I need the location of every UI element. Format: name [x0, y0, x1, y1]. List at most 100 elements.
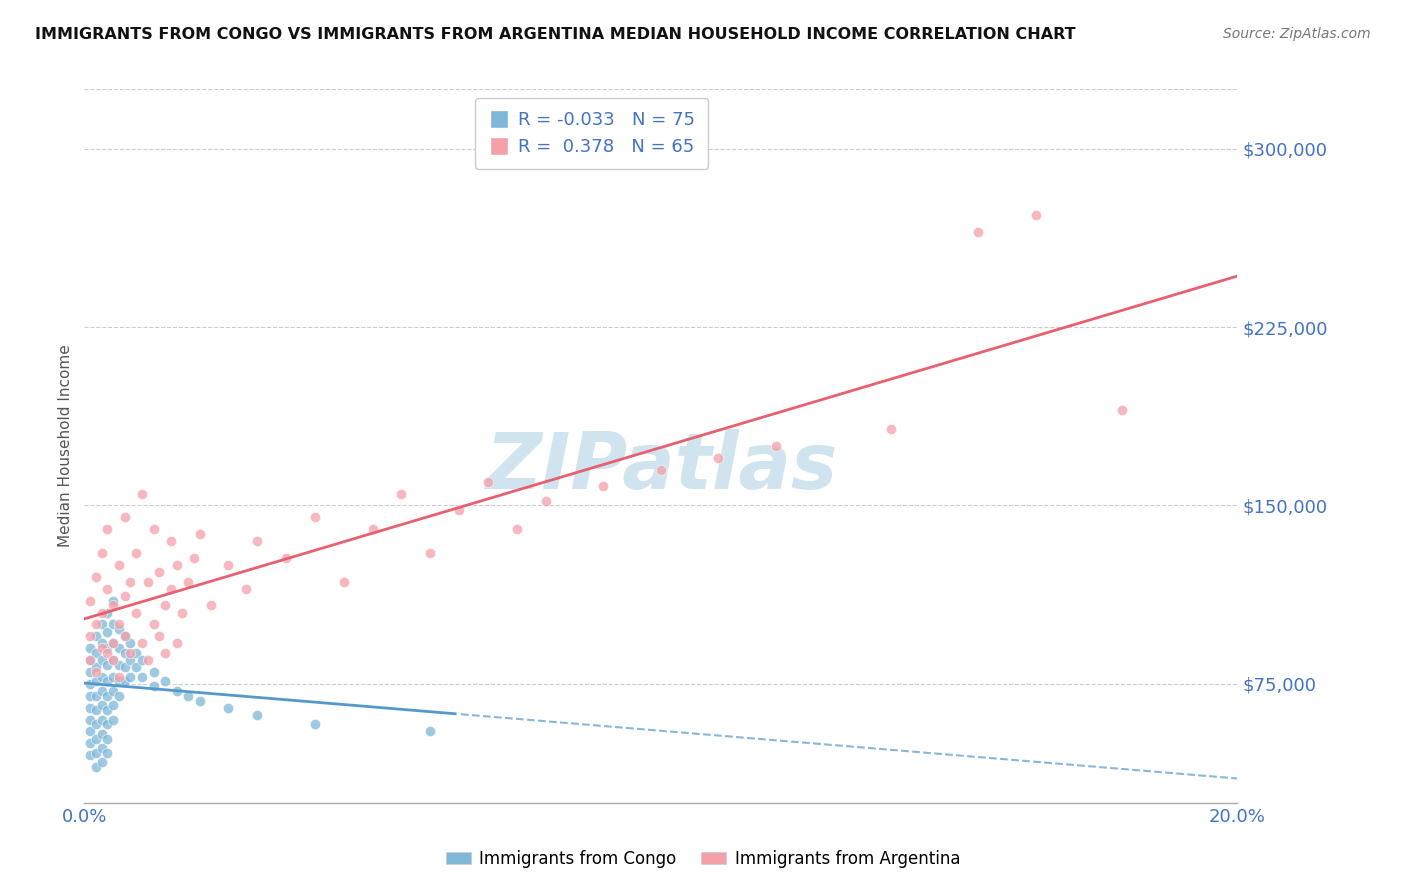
Point [103, 636, 124, 650]
Point [218, 700, 240, 714]
Point [246, 707, 269, 722]
Point [84, 646, 107, 660]
Point [148, 629, 170, 643]
Point [142, 617, 165, 632]
Point [153, 599, 176, 613]
Point [90, 698, 112, 713]
Point [304, 717, 326, 731]
Point [103, 670, 124, 684]
Point [96, 522, 118, 536]
Point [90, 727, 112, 741]
Point [120, 646, 142, 660]
Point [967, 225, 990, 239]
Point [131, 653, 153, 667]
Point [188, 693, 211, 707]
Point [79, 653, 101, 667]
Point [125, 646, 148, 660]
Point [79, 677, 101, 691]
Point [96, 641, 118, 656]
Point [84, 674, 107, 689]
Point [200, 599, 222, 613]
Point [79, 641, 101, 656]
Point [79, 700, 101, 714]
Point [96, 624, 118, 639]
Point [419, 546, 441, 560]
Point [84, 731, 107, 746]
Point [534, 493, 557, 508]
Point [79, 593, 101, 607]
Point [477, 475, 499, 489]
Point [235, 582, 257, 596]
Point [419, 724, 441, 739]
Point [153, 674, 176, 689]
Point [90, 670, 112, 684]
Point [506, 522, 529, 536]
Point [333, 574, 356, 589]
Point [125, 606, 148, 620]
Point [218, 558, 240, 572]
Point [90, 606, 112, 620]
Point [166, 684, 188, 698]
Point [166, 558, 188, 572]
Point [114, 674, 136, 689]
Point [114, 646, 136, 660]
Point [90, 741, 112, 756]
Point [160, 582, 183, 596]
Point [592, 479, 614, 493]
Point [84, 660, 107, 674]
Point [96, 606, 118, 620]
Point [108, 622, 131, 636]
Legend: R = -0.033   N = 75, R =  0.378   N = 65: R = -0.033 N = 75, R = 0.378 N = 65 [475, 98, 709, 169]
Point [120, 636, 142, 650]
Point [103, 636, 124, 650]
Point [103, 653, 124, 667]
Point [172, 606, 194, 620]
Point [84, 617, 107, 632]
Point [79, 653, 101, 667]
Point [183, 550, 205, 565]
Point [707, 450, 730, 465]
Point [79, 724, 101, 739]
Y-axis label: Median Household Income: Median Household Income [58, 344, 73, 548]
Legend: Immigrants from Congo, Immigrants from Argentina: Immigrants from Congo, Immigrants from A… [439, 844, 967, 875]
Point [96, 646, 118, 660]
Point [120, 574, 142, 589]
Point [108, 674, 131, 689]
Point [1025, 208, 1047, 222]
Point [177, 689, 200, 703]
Point [108, 657, 131, 672]
Point [148, 565, 170, 579]
Point [276, 550, 298, 565]
Point [361, 522, 384, 536]
Point [125, 660, 148, 674]
Point [142, 679, 165, 693]
Point [90, 756, 112, 770]
Point [1111, 403, 1133, 417]
Point [108, 689, 131, 703]
Point [84, 689, 107, 703]
Point [108, 670, 131, 684]
Point [131, 486, 153, 500]
Point [160, 534, 183, 549]
Point [90, 653, 112, 667]
Point [84, 629, 107, 643]
Text: ZIPatlas: ZIPatlas [485, 429, 837, 506]
Point [79, 736, 101, 750]
Point [391, 486, 413, 500]
Point [90, 713, 112, 727]
Point [103, 599, 124, 613]
Point [650, 463, 672, 477]
Point [880, 422, 903, 436]
Point [79, 748, 101, 763]
Point [136, 653, 159, 667]
Point [79, 665, 101, 679]
Point [188, 527, 211, 541]
Point [103, 684, 124, 698]
Point [96, 674, 118, 689]
Point [246, 534, 269, 549]
Text: Source: ZipAtlas.com: Source: ZipAtlas.com [1223, 27, 1371, 41]
Point [84, 760, 107, 774]
Point [177, 574, 200, 589]
Point [96, 657, 118, 672]
Point [142, 522, 165, 536]
